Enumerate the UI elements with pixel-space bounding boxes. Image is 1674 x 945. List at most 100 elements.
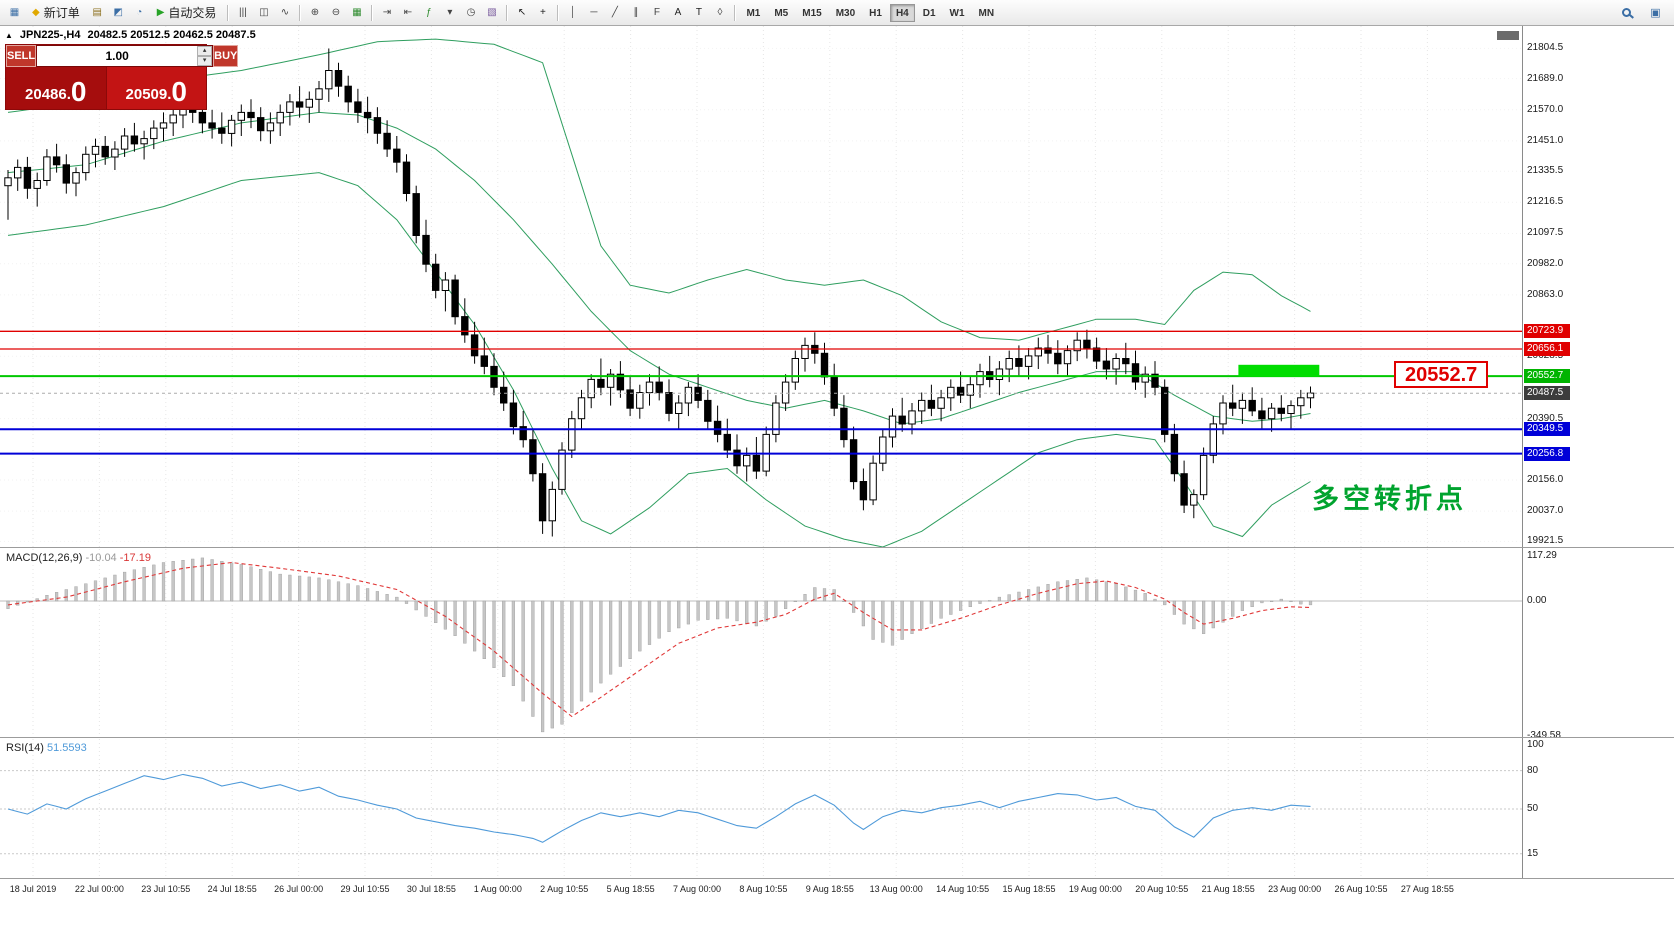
auto-scroll-icon[interactable]: ⇥ bbox=[376, 3, 397, 23]
strategy-tester-icon[interactable]: ◔ bbox=[129, 3, 150, 23]
candle-bear bbox=[1102, 360, 1111, 370]
macd-histogram-bar bbox=[200, 557, 204, 602]
objects-dropdown-icon[interactable]: ◊ bbox=[709, 3, 730, 23]
text-icon[interactable]: A bbox=[667, 3, 688, 23]
bar-chart-type-icon[interactable]: ||| bbox=[232, 3, 253, 23]
timeframe-mn-button[interactable]: MN bbox=[978, 7, 995, 19]
zoom-out-icon[interactable]: ⊖ bbox=[325, 3, 346, 23]
auto-trading-button[interactable]: ▶ 自动交易 bbox=[150, 3, 224, 23]
sell-button[interactable]: SELL bbox=[6, 45, 37, 67]
candle-bear bbox=[412, 193, 420, 237]
macd-histogram-bar bbox=[511, 600, 515, 686]
volume-down-button[interactable]: ▾ bbox=[197, 56, 213, 66]
rsi-value: 51.5593 bbox=[46, 742, 87, 754]
timeframe-m1-button[interactable]: M1 bbox=[746, 7, 761, 19]
macd-histogram-bar bbox=[550, 600, 554, 729]
toolbar-separator bbox=[299, 4, 301, 21]
zoom-in-icon[interactable]: ⊕ bbox=[304, 3, 325, 23]
new-order-button[interactable]: ◆ 新订单 bbox=[25, 3, 87, 23]
time-label: 2 Aug 10:55 bbox=[540, 884, 589, 894]
macd-title: MACD(12,26,9) bbox=[6, 552, 83, 564]
periods-dropdown-icon[interactable]: ◷ bbox=[460, 3, 481, 23]
rsi-line bbox=[7, 773, 1311, 843]
time-label: 9 Aug 18:55 bbox=[805, 884, 854, 894]
search-icon[interactable] bbox=[1616, 3, 1637, 23]
price-callout-label[interactable]: 20552.7 bbox=[1394, 361, 1489, 389]
timeframe-h4-button[interactable]: H4 bbox=[889, 3, 915, 22]
price-badge: 20552.7 bbox=[1524, 369, 1570, 384]
macd-histogram-bar bbox=[1114, 583, 1118, 602]
time-label: 27 Aug 18:55 bbox=[1400, 884, 1454, 894]
timeframe-d1-button[interactable]: D1 bbox=[922, 7, 936, 19]
indicators-dropdown-icon[interactable]: ▾ bbox=[439, 3, 460, 23]
buy-button[interactable]: BUY bbox=[213, 45, 239, 67]
candle-bull bbox=[781, 381, 790, 404]
scrollbar-thumb[interactable] bbox=[1497, 31, 1519, 40]
fibonacci-icon[interactable]: F bbox=[646, 3, 667, 23]
candle-bull bbox=[743, 454, 751, 467]
macd-histogram-bar bbox=[1172, 600, 1176, 615]
macd-histogram-bar bbox=[113, 574, 117, 602]
line-chart-type-icon[interactable]: ∿ bbox=[274, 3, 295, 23]
candle-bull bbox=[1219, 402, 1227, 425]
time-label: 13 Aug 00:00 bbox=[869, 884, 923, 894]
macd-histogram-bar bbox=[55, 592, 59, 602]
crosshair-icon[interactable]: + bbox=[532, 3, 553, 23]
candle-bull bbox=[111, 148, 119, 158]
horizontal-line-icon[interactable]: ─ bbox=[583, 3, 604, 23]
trendline-icon: ╱ bbox=[611, 7, 618, 18]
candle-bear bbox=[52, 156, 61, 166]
chart-profiles-icon[interactable]: ▤ bbox=[87, 3, 108, 23]
candle-bull bbox=[684, 386, 693, 404]
macd-histogram-bar bbox=[890, 600, 895, 646]
candle-bull bbox=[675, 402, 683, 414]
indicators-icon[interactable]: ƒ bbox=[418, 3, 439, 23]
candle-bear bbox=[1229, 402, 1237, 409]
macd-histogram-bar bbox=[881, 600, 885, 643]
candle-bear bbox=[597, 378, 605, 388]
macd-histogram-bar bbox=[1104, 581, 1108, 602]
equidistant-channel-icon[interactable]: ∥ bbox=[625, 3, 646, 23]
macd-histogram-bar bbox=[531, 600, 535, 717]
candle-bull bbox=[1238, 399, 1247, 409]
text-label-icon[interactable]: T bbox=[688, 3, 709, 23]
one-click-collapse-arrow[interactable]: ▲ bbox=[5, 30, 13, 40]
new-chart-icon[interactable]: ▦ bbox=[4, 3, 25, 23]
volume-up-button[interactable]: ▴ bbox=[197, 46, 213, 56]
volume-input[interactable] bbox=[37, 46, 198, 66]
timeframe-m30-button[interactable]: M30 bbox=[835, 7, 856, 19]
macd-histogram-bar bbox=[929, 600, 933, 624]
macd-histogram-bar bbox=[1231, 600, 1235, 617]
cursor-icon[interactable]: ↖ bbox=[511, 3, 532, 23]
templates-icon[interactable]: ▧ bbox=[481, 3, 502, 23]
timeframe-m15-button[interactable]: M15 bbox=[802, 7, 822, 19]
toolbar-separator bbox=[734, 4, 736, 21]
buy-price[interactable]: 20509. 0 bbox=[105, 67, 206, 109]
tile-windows-icon[interactable]: ▦ bbox=[346, 3, 367, 23]
price-badge: 20256.8 bbox=[1524, 446, 1570, 461]
new-window-icon[interactable]: ▣ bbox=[1650, 7, 1661, 19]
time-label: 15 Aug 18:55 bbox=[1002, 884, 1056, 894]
timeframe-h1-button[interactable]: H1 bbox=[869, 7, 882, 19]
toolbar-separator bbox=[371, 4, 373, 21]
candle-bull bbox=[587, 378, 595, 399]
vertical-line-icon[interactable]: │ bbox=[562, 3, 583, 23]
terminal-icon[interactable]: ◩ bbox=[108, 3, 129, 23]
time-label: 7 Aug 00:00 bbox=[672, 884, 722, 894]
highlight-rectangle[interactable] bbox=[1238, 364, 1320, 377]
candle-bear bbox=[500, 386, 508, 404]
candlestick-type-icon[interactable]: ◫ bbox=[253, 3, 274, 23]
timeframe-w1-button[interactable]: W1 bbox=[949, 7, 965, 19]
macd-axis: 117.29 0.00 -349.58 bbox=[1522, 548, 1674, 741]
candle-bull bbox=[937, 397, 945, 409]
sell-price[interactable]: 20486. 0 bbox=[6, 67, 106, 109]
pivot-annotation-text[interactable]: 多空转折点 bbox=[1312, 483, 1467, 514]
macd-histogram-bar bbox=[1056, 581, 1060, 602]
macd-histogram-bar bbox=[706, 600, 710, 620]
trendline-icon[interactable]: ╱ bbox=[604, 3, 625, 23]
candle-bear bbox=[704, 399, 712, 422]
chart-shift-icon[interactable]: ⇤ bbox=[397, 3, 418, 23]
macd-histogram-bar bbox=[657, 600, 661, 639]
timeframe-m5-button[interactable]: M5 bbox=[774, 7, 789, 19]
macd-histogram-bar bbox=[1308, 600, 1313, 606]
